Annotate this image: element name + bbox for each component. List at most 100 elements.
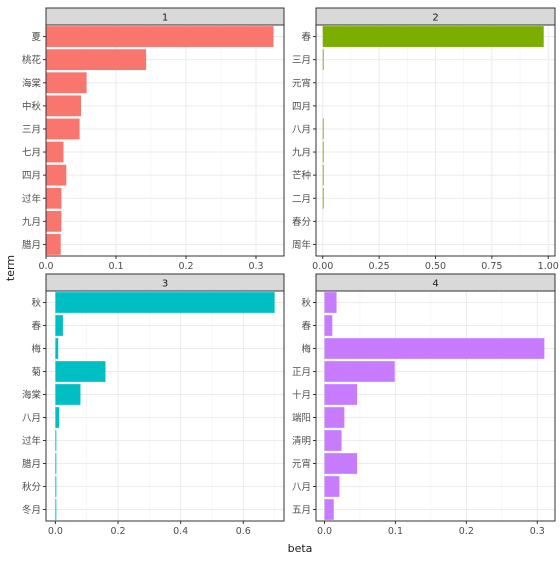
facet-3-y-tick-label: 冬月 [22,504,41,516]
facet-4-x-tick-label: 0.3 [530,526,545,537]
facet-2-bar [322,164,324,186]
facet-3-bar [55,338,59,359]
facet-4-y-tick-label: 梅 [301,343,311,355]
facet-3-y-tick-label: 菊 [31,367,41,378]
facet-4-bar [324,453,358,474]
facet-1-panel-border [45,24,285,257]
facet-1-bar [46,210,62,232]
facet-1-bar [46,49,147,71]
facet-1-bar [46,72,87,94]
facet-4-y-tick-label: 元宵 [292,458,311,470]
facet-2-x-tick-label: 1.00 [538,261,559,272]
facet-2-y-tick-label: 九月 [292,147,311,159]
facet-3-bar [55,292,275,313]
facet-3-x-tick-label: 0.4 [173,526,188,537]
facet-4-bar [324,338,545,359]
facet-3-y-tick-label: 春 [31,320,41,332]
facet-1-y-tick-label: 中秋 [22,100,42,112]
facet-4-y-tick-label: 五月 [292,505,311,516]
facet-3-y-tick-label: 八月 [22,413,41,424]
facet-1-y-tick-label: 桃花 [22,54,42,66]
facet-4-bar [324,361,395,382]
facet-1-strip-label: 1 [162,13,168,24]
facet-4-y-tick-label: 春 [301,320,311,332]
facet-4-y-tick-label: 清明 [292,435,311,447]
facet-4-x-tick-label: 0.1 [388,526,403,537]
facet-3-x-tick-label: 0.2 [110,526,125,537]
facet-2-y-tick-label: 四月 [292,101,311,112]
facet-1-bar [46,118,80,140]
facet-3-y-tick-label: 秋 [31,297,41,309]
facet-2-bar [322,141,324,163]
facet-2-bar [322,26,544,47]
facet-2-y-tick-label: 三月 [292,55,311,66]
facet-3-strip-label: 3 [162,279,168,290]
facet-1-x-tick-label: 0.2 [178,261,193,272]
y-axis-title: term [4,255,17,281]
facet-1-bar [46,234,61,255]
facet-3-bar [55,499,57,520]
facet-4-y-tick-label: 八月 [292,482,311,493]
facet-1-x-tick-label: 0.3 [248,261,263,272]
facet-4-x-tick-label: 0.2 [459,526,474,537]
facet-1-y-tick-label: 过年 [22,193,42,205]
facet-1-bar [46,187,62,209]
facet-2-y-tick-label: 芒种 [292,170,311,182]
facet-1-y-tick-label: 七月 [22,148,41,159]
facet-2-y-tick-label: 周年 [292,239,312,251]
facet-3-bar [55,407,60,428]
facet-3-y-tick-label: 海棠 [22,389,42,401]
facet-4-bar [324,430,342,451]
facet-1-y-tick-label: 夏 [31,32,41,43]
facet-4-y-tick-label: 端阳 [292,412,311,424]
facet-3-bar [55,384,81,405]
facet-3-x-tick-label: 0.0 [48,526,63,537]
facet-4-bar [324,499,334,520]
facet-1-y-tick-label: 四月 [22,171,41,182]
facet-2-bar [322,49,324,71]
facet-4-bar [324,384,358,405]
facet-4-bar [324,292,337,313]
facet-4-strip-label: 4 [432,279,438,290]
facet-1-bar [46,95,81,117]
facet-3-bar [55,361,106,382]
facet-2-y-tick-label: 二月 [292,194,311,205]
facet-2-y-tick-label: 八月 [292,124,311,135]
facet-2-x-tick-label: 0.75 [481,261,502,272]
facet-3-bar [55,315,63,336]
facet-2-y-tick-label: 春 [301,31,311,43]
facet-1-x-tick-label: 0.0 [38,261,53,272]
facet-1-bar [46,164,67,186]
facet-2-x-tick-label: 0.00 [312,261,333,272]
facet-3-y-tick-label: 梅 [31,343,41,355]
facet-3-y-tick-label: 腊月 [22,459,41,470]
facet-4-x-tick-label: 0.0 [317,526,332,537]
facet-3-y-tick-label: 过年 [22,435,42,447]
facet-4-panel-bg [316,291,555,521]
facet-4-bar [324,476,340,497]
facet-3-panel-bg [46,291,284,521]
facet-4-panel-border [315,290,556,522]
facet-1-y-tick-label: 九月 [22,216,41,228]
facet-2-strip-label: 2 [432,13,438,24]
facet-1-bar [46,141,64,163]
facet-2-x-tick-label: 0.50 [425,261,446,272]
facet-3-bar [55,453,57,474]
facet-3-bar [55,476,57,497]
facet-3-bar [55,430,57,451]
facet-3-x-tick-label: 0.6 [236,526,251,537]
facet-2-y-tick-label: 元宵 [292,77,311,89]
facet-2-y-tick-label: 春分 [292,216,312,228]
facet-4-y-tick-label: 秋 [301,297,311,309]
facet-3-panel-border [45,290,285,522]
facet-2-bar [322,187,324,209]
facet-1-y-tick-label: 三月 [22,124,41,135]
facet-3-y-tick-label: 秋分 [22,481,42,493]
facet-1-y-tick-label: 海棠 [22,77,42,89]
facet-4-bar [324,315,333,336]
facet-1-y-tick-label: 腊月 [22,240,41,251]
facet-2-x-tick-label: 0.25 [369,261,390,272]
facet-1-bar [46,26,274,47]
